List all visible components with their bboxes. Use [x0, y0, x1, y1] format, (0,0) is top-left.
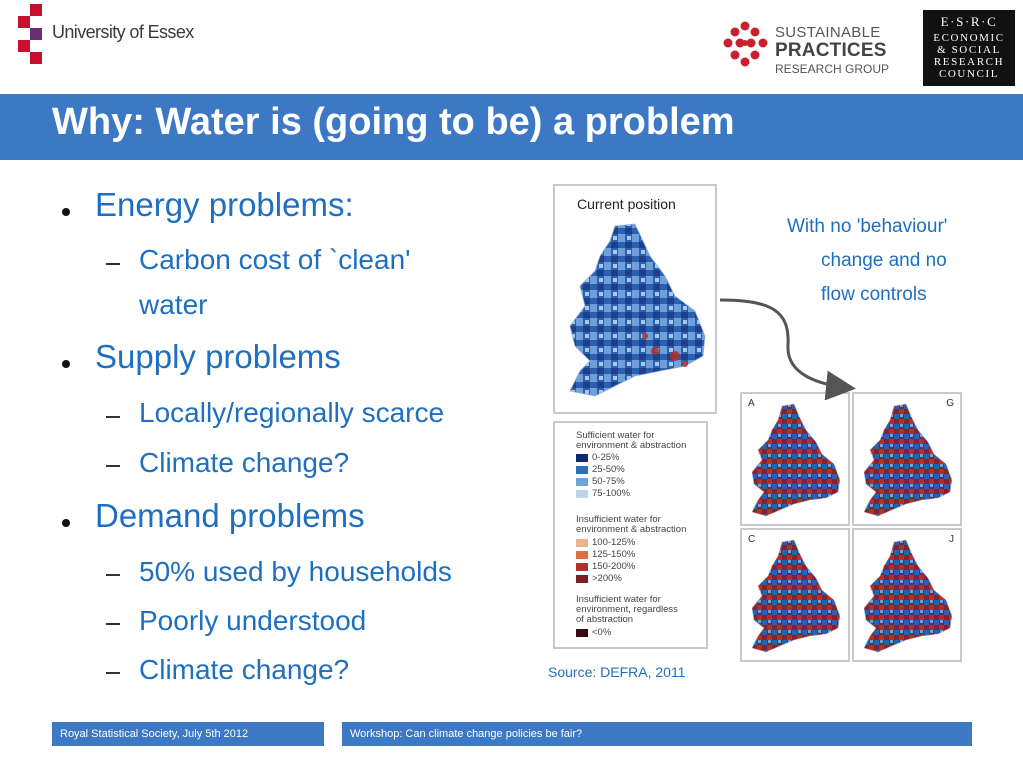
legend-label: 50-75% [592, 476, 625, 487]
scenario-label: J [949, 534, 954, 545]
scenario-map-shape [863, 539, 953, 653]
legend-swatch [576, 466, 588, 474]
bullet-dot [62, 208, 70, 216]
university-of-essex-logo [8, 4, 208, 66]
esrc-line: ECONOMIC [933, 32, 1005, 44]
legend-swatch [576, 563, 588, 571]
note-line: change and no [821, 250, 947, 271]
sub-bullet-scarce: Locally/regionally scarce [139, 397, 445, 428]
sub-bullet-climate: Climate change? [139, 447, 350, 478]
bullet-supply: Supply problems [95, 338, 341, 375]
bullet-energy: Energy problems: [95, 186, 354, 223]
legend-label: 150-200% [592, 561, 636, 572]
legend-swatch [576, 575, 588, 583]
sustainable-practices-logo: SUSTAINABLE PRACTICES RESEARCH GROUP [720, 18, 910, 78]
legend-label: 0-25% [592, 452, 620, 463]
esrc-line: E·S·R·C [940, 14, 998, 29]
england-wales-map [569, 223, 706, 397]
scenario-label: G [946, 398, 954, 409]
legend-label: 100-125% [592, 537, 636, 548]
legend-heading: Insufficient water for [576, 594, 661, 605]
scenario-map-j: J [852, 528, 962, 662]
legend-heading: environment & abstraction [576, 440, 687, 451]
legend-label: 125-150% [592, 549, 636, 560]
legend-swatch [576, 454, 588, 462]
sub-bullet-dash [106, 672, 120, 674]
footer-left: Royal Statistical Society, July 5th 2012 [52, 722, 324, 746]
sub-bullet-dash [106, 416, 120, 418]
scenario-map-shape [751, 539, 841, 653]
legend-heading: environment & abstraction [576, 524, 687, 535]
sub-bullet-dash [106, 465, 120, 467]
map-title: Current position [577, 196, 676, 212]
sub-bullet-dash [106, 623, 120, 625]
sprg-dots-icon [723, 21, 768, 67]
scenario-map-shape [863, 403, 953, 517]
sub-bullet-understood: Poorly understood [139, 605, 367, 636]
esrc-line: RESEARCH [933, 56, 1005, 68]
legend-swatch [576, 490, 588, 498]
legend-swatch [576, 478, 588, 486]
legend-label: 75-100% [592, 488, 631, 499]
scenario-map-g: G [852, 392, 962, 526]
legend-label: 25-50% [592, 464, 625, 475]
scenario-map-c: C [740, 528, 850, 662]
slide-title: Why: Water is (going to be) a problem [52, 101, 735, 143]
note-line: flow controls [821, 284, 927, 305]
footer-right: Workshop: Can climate change policies be… [342, 722, 972, 746]
legend-heading: Insufficient water for [576, 514, 661, 525]
legend-heading: environment, regardless [576, 604, 678, 615]
scenario-label: A [748, 398, 755, 409]
sub-bullet-dash [106, 574, 120, 576]
curved-arrow-icon [719, 298, 856, 400]
current-position-map: Current position [553, 184, 717, 414]
title-bar [0, 94, 1023, 160]
map-legend: Sufficient water for environment & abstr… [553, 421, 708, 649]
bullet-demand: Demand problems [95, 497, 365, 534]
esrc-logo: E·S·R·C ECONOMIC & SOCIAL RESEARCH COUNC… [923, 10, 1015, 86]
scenario-note: With no 'behaviour' change and no flow c… [787, 210, 997, 312]
note-line: With no 'behaviour' [787, 216, 948, 237]
sub-bullet-carbon-cont: water [139, 289, 208, 320]
legend-heading: Sufficient water for [576, 430, 655, 441]
university-name: University of Essex [52, 22, 194, 42]
esrc-line: COUNCIL [938, 68, 1000, 80]
esrc-line: & SOCIAL [937, 44, 1001, 56]
sub-bullet-households: 50% used by households [139, 556, 452, 587]
sub-bullet-climate-2: Climate change? [139, 654, 350, 685]
legend-label: >200% [592, 573, 622, 584]
legend-swatch [576, 539, 588, 547]
scenario-map-shape [751, 403, 841, 517]
legend-swatch [576, 551, 588, 559]
bullet-dot [62, 519, 70, 527]
legend-label: <0% [592, 627, 612, 638]
scenario-map-a: A [740, 392, 850, 526]
sub-bullet-carbon: Carbon cost of `clean' [139, 244, 411, 275]
source-citation: Source: DEFRA, 2011 [548, 664, 686, 680]
legend-heading: of abstraction [576, 614, 634, 625]
scenario-label: C [748, 534, 756, 545]
sprg-line1: SUSTAINABLE [775, 24, 881, 41]
sub-bullet-dash [106, 263, 120, 265]
bullet-dot [62, 360, 70, 368]
legend-swatch [576, 629, 588, 637]
sprg-line3: RESEARCH GROUP [775, 62, 890, 76]
sprg-line2: PRACTICES [775, 40, 887, 61]
essex-mark-icon [18, 4, 42, 64]
